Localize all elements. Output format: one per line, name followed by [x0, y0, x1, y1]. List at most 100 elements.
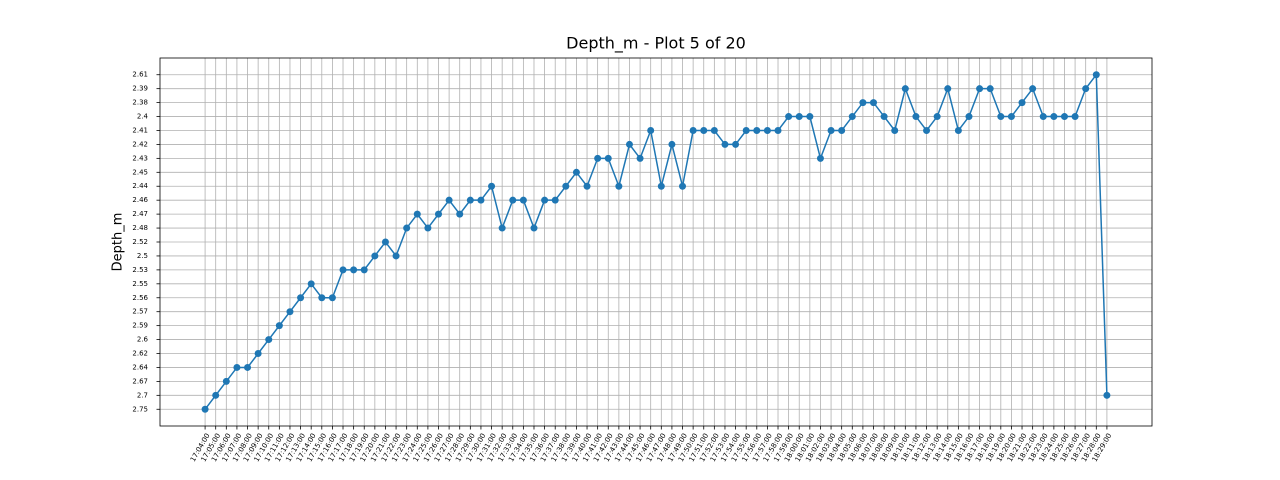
data-point — [1060, 113, 1068, 121]
data-point — [816, 154, 824, 162]
data-point — [944, 85, 952, 93]
y-tick-label: 2.57 — [132, 308, 148, 316]
y-tick-label: 2.41 — [132, 126, 148, 134]
data-point — [424, 224, 432, 232]
data-point — [1092, 71, 1100, 79]
data-point — [806, 113, 814, 121]
data-point — [562, 182, 570, 190]
data-point — [371, 252, 379, 260]
data-point — [413, 210, 421, 218]
data-point — [785, 113, 793, 121]
data-point — [827, 126, 835, 134]
data-point — [710, 126, 718, 134]
data-point — [604, 154, 612, 162]
y-tick-label: 2.6 — [137, 336, 149, 344]
data-point — [869, 99, 877, 107]
data-point — [732, 140, 740, 148]
y-tick-label: 2.59 — [132, 322, 148, 330]
data-point — [689, 126, 697, 134]
data-point — [912, 113, 920, 121]
y-tick-label: 2.44 — [132, 182, 148, 190]
data-point — [838, 126, 846, 134]
data-point — [456, 210, 464, 218]
data-point — [477, 196, 485, 204]
data-point — [307, 280, 315, 288]
data-point — [1029, 85, 1037, 93]
data-point — [233, 363, 241, 371]
data-point — [647, 126, 655, 134]
data-point — [615, 182, 623, 190]
data-point — [1050, 113, 1058, 121]
data-point — [636, 154, 644, 162]
data-point — [668, 140, 676, 148]
data-point — [350, 266, 358, 274]
data-point — [1007, 113, 1015, 121]
data-point — [519, 196, 527, 204]
y-tick-label: 2.42 — [132, 140, 148, 148]
data-point — [244, 363, 252, 371]
data-point — [742, 126, 750, 134]
y-tick-label: 2.52 — [132, 238, 148, 246]
y-tick-label: 2.43 — [132, 154, 148, 162]
y-tick-label: 2.39 — [132, 85, 148, 93]
data-point — [583, 182, 591, 190]
data-point — [466, 196, 474, 204]
data-point — [318, 294, 326, 302]
data-point — [360, 266, 368, 274]
chart-title: Depth_m - Plot 5 of 20 — [566, 34, 746, 54]
data-point — [572, 168, 580, 176]
data-point — [700, 126, 708, 134]
data-point — [530, 224, 538, 232]
y-tick-label: 2.67 — [132, 377, 148, 385]
y-tick-label: 2.53 — [132, 266, 148, 274]
data-point — [403, 224, 411, 232]
data-point — [275, 322, 283, 330]
data-point — [657, 182, 665, 190]
data-point — [286, 308, 294, 316]
data-point — [212, 391, 220, 399]
data-point — [997, 113, 1005, 121]
y-tick-label: 2.47 — [132, 210, 148, 218]
data-point — [1103, 391, 1111, 399]
data-point — [986, 85, 994, 93]
data-point — [445, 196, 453, 204]
data-point — [488, 182, 496, 190]
data-point — [965, 113, 973, 121]
data-point — [923, 126, 931, 134]
data-point — [392, 252, 400, 260]
y-tick-label: 2.62 — [132, 350, 148, 358]
data-point — [848, 113, 856, 121]
y-tick-label: 2.56 — [132, 294, 148, 302]
data-point — [1039, 113, 1047, 121]
y-tick-label: 2.5 — [137, 252, 148, 260]
data-point — [933, 113, 941, 121]
y-tick-label: 2.75 — [132, 405, 148, 413]
data-point — [721, 140, 729, 148]
data-point — [328, 294, 336, 302]
data-point — [201, 405, 209, 413]
data-point — [976, 85, 984, 93]
data-point — [297, 294, 305, 302]
data-point — [435, 210, 443, 218]
data-point — [795, 113, 803, 121]
data-point — [339, 266, 347, 274]
data-point — [594, 154, 602, 162]
data-point — [625, 140, 633, 148]
y-tick-label: 2.64 — [132, 363, 148, 371]
y-tick-label: 2.61 — [132, 71, 148, 79]
data-point — [901, 85, 909, 93]
data-point — [763, 126, 771, 134]
data-point — [222, 377, 230, 385]
data-point — [265, 336, 273, 344]
data-point — [498, 224, 506, 232]
data-point — [541, 196, 549, 204]
y-tick-label: 2.55 — [132, 280, 148, 288]
data-point — [254, 350, 262, 358]
y-axis-label: Depth_m — [111, 213, 126, 272]
data-point — [1018, 99, 1026, 107]
data-point — [891, 126, 899, 134]
data-point — [509, 196, 517, 204]
y-tick-label: 2.45 — [132, 168, 148, 176]
data-point — [1082, 85, 1090, 93]
